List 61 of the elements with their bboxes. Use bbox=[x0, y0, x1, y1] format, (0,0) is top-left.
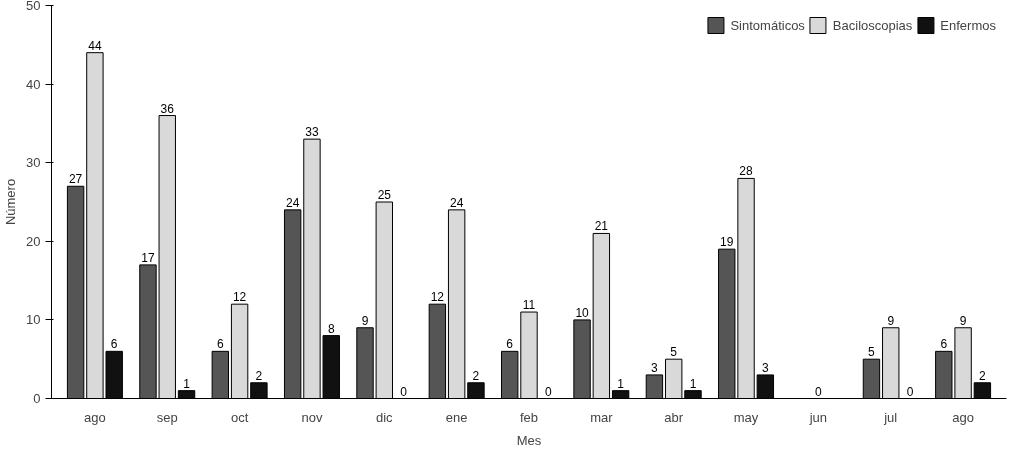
data-label: 6 bbox=[216, 337, 224, 352]
x-tick-label: ago bbox=[952, 409, 974, 425]
data-label: 5 bbox=[670, 345, 678, 360]
data-label: 3 bbox=[762, 360, 769, 375]
data-label: 0 bbox=[544, 384, 552, 399]
x-tick-label: oct bbox=[230, 409, 249, 425]
y-tick-label: 20 bbox=[26, 233, 41, 249]
data-label: 5 bbox=[868, 345, 876, 360]
data-label: 12 bbox=[232, 290, 247, 305]
y-tick-label: 0 bbox=[33, 391, 41, 406]
data-label: 11 bbox=[522, 298, 536, 313]
data-label: 36 bbox=[160, 101, 175, 116]
data-label: 9 bbox=[361, 313, 369, 328]
data-label: 44 bbox=[88, 38, 102, 53]
y-tick-label: 40 bbox=[26, 76, 41, 92]
data-label: 10 bbox=[575, 305, 590, 320]
data-label: 2 bbox=[979, 368, 987, 383]
data-label: 27 bbox=[68, 172, 83, 187]
data-label: 25 bbox=[377, 188, 392, 202]
x-tick-label: dic bbox=[375, 409, 394, 425]
x-axis-title: Mes bbox=[516, 432, 542, 448]
x-tick-label: ene bbox=[445, 409, 468, 425]
data-label: 9 bbox=[959, 313, 967, 328]
data-label: 12 bbox=[430, 290, 445, 305]
data-label: 9 bbox=[887, 313, 895, 328]
data-label: 6 bbox=[940, 337, 948, 352]
data-label: 24 bbox=[285, 195, 300, 210]
data-label: 17 bbox=[141, 250, 155, 265]
data-label: 21 bbox=[594, 219, 609, 234]
x-tick-label: feb bbox=[519, 409, 539, 425]
y-axis-title: Número bbox=[3, 178, 19, 226]
data-label: 0 bbox=[815, 384, 823, 399]
data-label: 1 bbox=[617, 376, 625, 391]
data-label: 19 bbox=[720, 235, 734, 250]
x-tick-label: may bbox=[733, 409, 759, 425]
y-tick-label: 50 bbox=[26, 0, 41, 13]
data-label: 2 bbox=[472, 368, 480, 383]
data-label: 3 bbox=[651, 360, 659, 375]
x-tick-label: jul bbox=[883, 409, 898, 425]
data-label: 1 bbox=[689, 376, 697, 391]
data-label: 0 bbox=[906, 384, 914, 399]
data-label: 24 bbox=[449, 195, 464, 210]
y-tick-label: 30 bbox=[26, 155, 41, 171]
x-tick-label: nov bbox=[301, 409, 323, 425]
legend-label: Enfermos bbox=[940, 17, 996, 33]
legend-label: Sintomáticos bbox=[730, 17, 805, 33]
x-tick-label: abr bbox=[664, 409, 684, 425]
data-label: 1 bbox=[183, 376, 191, 391]
x-tick-label: mar bbox=[590, 409, 614, 425]
data-label: 2 bbox=[255, 368, 263, 383]
data-label: 0 bbox=[400, 384, 408, 399]
legend-label: Baciloscopias bbox=[832, 17, 913, 33]
x-tick-label: sep bbox=[156, 409, 178, 425]
data-label: 6 bbox=[506, 337, 514, 352]
data-label: 6 bbox=[110, 337, 118, 352]
data-label: 33 bbox=[305, 125, 319, 140]
data-label: 28 bbox=[739, 164, 754, 179]
x-tick-label: jun bbox=[808, 409, 828, 425]
x-tick-label: ago bbox=[84, 409, 106, 425]
y-tick-label: 10 bbox=[26, 312, 41, 328]
data-label: 8 bbox=[327, 321, 335, 336]
